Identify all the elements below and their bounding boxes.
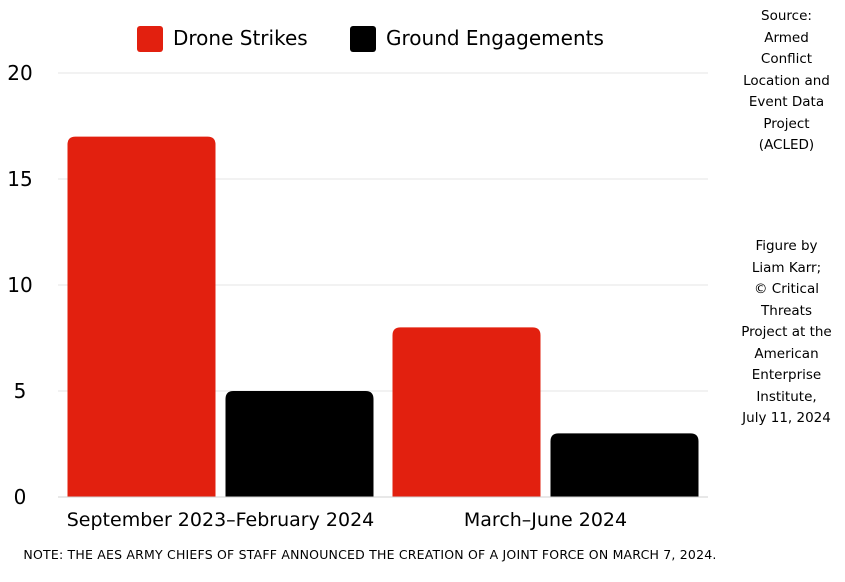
- y-tick-label: 5: [14, 379, 27, 403]
- legend-swatch: [350, 26, 376, 52]
- legend-label: Drone Strikes: [173, 26, 308, 50]
- y-tick-label: 15: [7, 167, 32, 191]
- legend-swatch: [137, 26, 163, 52]
- y-tick-label: 20: [7, 61, 32, 85]
- bar: [225, 391, 374, 497]
- y-tick-label: 0: [14, 485, 27, 509]
- source-note: Source: Armed Conflict Location and Even…: [743, 8, 830, 153]
- x-tick-label: September 2023–February 2024: [67, 509, 375, 531]
- legend-label: Ground Engagements: [386, 26, 604, 50]
- footnote: NOTE: THE AES ARMY CHIEFS OF STAFF ANNOU…: [23, 547, 717, 562]
- bar: [67, 136, 216, 497]
- y-tick-label: 10: [7, 273, 32, 297]
- x-tick-label: March–June 2024: [464, 509, 627, 531]
- bar: [392, 327, 541, 497]
- bar: [550, 433, 699, 497]
- credit-note: Figure by Liam Karr; © Critical Threats …: [741, 238, 832, 426]
